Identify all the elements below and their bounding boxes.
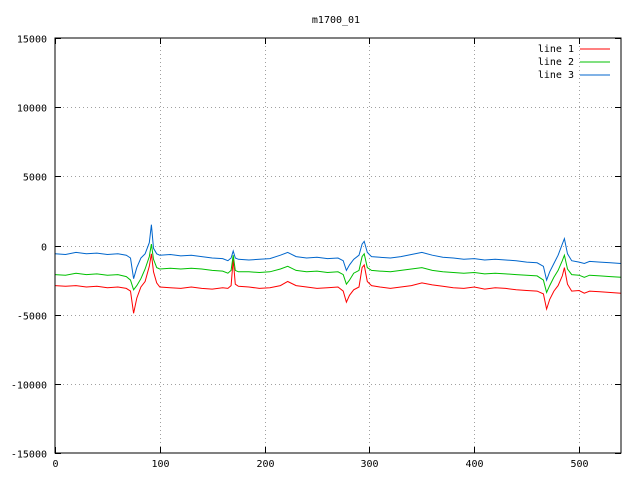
grid [55,38,621,453]
chart-title: m1700_01 [312,15,360,26]
y-tick-label: -15000 [11,450,47,461]
x-tick-label: 0 [52,459,58,470]
y-tick-label: 10000 [17,104,47,115]
x-tick-label: 400 [465,459,483,470]
legend: line 1 line 2 line 3 [538,44,610,81]
series-group [54,224,622,314]
legend-label-2: line 2 [538,57,574,68]
y-tick-label: -5000 [17,312,47,323]
x-tick-label: 500 [570,459,588,470]
series-line-1 [54,253,622,314]
y-tick-label: 0 [41,243,47,254]
y-tick-label: 15000 [17,35,47,46]
series-line-2 [54,244,622,295]
legend-label-3: line 3 [538,70,574,81]
legend-label-1: line 1 [538,44,574,55]
y-tick-label: 5000 [23,173,47,184]
x-tick-label: 100 [151,459,169,470]
axis-ticks: 0 100 200 300 400 500 -15000 -10000 -5000 0 5000 10… [11,35,621,470]
plot-frame [54,37,622,454]
series-line-3 [54,224,622,282]
y-tick-label: -10000 [11,381,47,392]
x-tick-label: 300 [360,459,378,470]
x-tick-label: 200 [256,459,274,470]
